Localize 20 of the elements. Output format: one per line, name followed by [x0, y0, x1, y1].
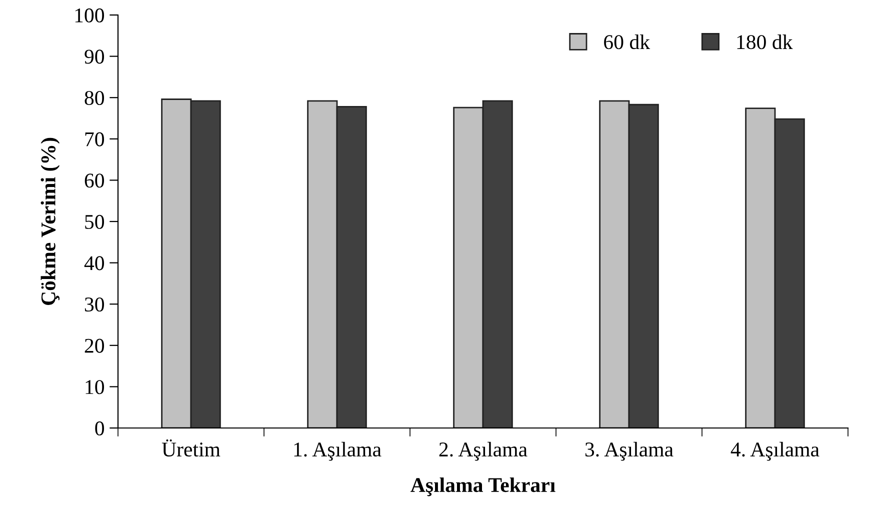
x-tick-label: 2. Aşılama — [439, 442, 528, 461]
y-axis-title: Çökme Verimi (%) — [40, 138, 60, 305]
y-tick-label: 90 — [84, 50, 104, 64]
y-tick-label: 80 — [84, 90, 104, 106]
x-tick-label: 4. Aşılama — [730, 442, 820, 461]
y-tick-label: 50 — [85, 214, 104, 229]
x-tick-label: 3. Aşılama — [585, 442, 674, 461]
y-tick-label: 40 — [84, 256, 104, 270]
y-tick-label: 0 — [95, 421, 104, 436]
y-tick-label: 10 — [86, 380, 104, 394]
y-tick-label: 30 — [84, 297, 104, 312]
x-tick-label: 1. Aşılama — [294, 442, 382, 461]
x-axis-title: Aşılama Tekrarı — [410, 477, 556, 496]
y-tick-label: 100 — [75, 8, 104, 22]
y-tick-label: 70 — [85, 132, 104, 146]
legend-label: 180 dk — [737, 34, 793, 50]
legend-label: 60 dk — [604, 34, 650, 50]
y-tick-label: 60 — [84, 174, 104, 188]
y-tick-label: 20 — [84, 338, 104, 353]
x-tick-label: Üretim — [162, 439, 220, 457]
